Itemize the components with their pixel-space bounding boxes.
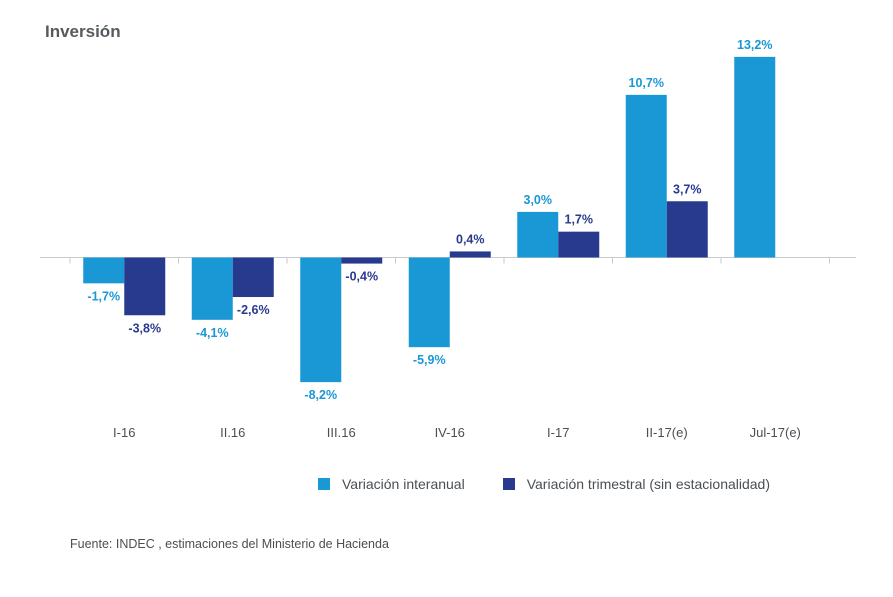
bar-interanual <box>517 211 559 258</box>
data-label: -3,8% <box>128 321 161 335</box>
bar-trimestral <box>558 231 600 258</box>
bar-interanual <box>191 257 233 320</box>
data-label: -4,1% <box>196 326 229 340</box>
source-note: Fuente: INDEC , estimaciones del Ministe… <box>70 537 389 551</box>
x-tick-label: I-16 <box>113 425 135 440</box>
data-label: -0,4% <box>345 270 378 284</box>
x-tick-label: Jul-17(e) <box>750 425 801 440</box>
legend-label-interanual: Variación interanual <box>342 476 465 492</box>
x-tick-label: I-17 <box>547 425 569 440</box>
data-label: -2,6% <box>237 303 270 317</box>
bar-trimestral <box>449 251 491 258</box>
legend-item-interanual: Variación interanual <box>318 476 465 492</box>
bar-interanual <box>734 56 776 258</box>
bar-interanual <box>408 257 450 348</box>
bar-trimestral <box>341 257 383 264</box>
x-tick-label: IV-16 <box>435 425 465 440</box>
data-label: 13,2% <box>737 38 772 52</box>
data-label: -8,2% <box>304 388 337 402</box>
bar-trimestral <box>666 201 708 258</box>
data-label: 1,7% <box>565 213 594 227</box>
legend-item-trimestral: Variación trimestral (sin estacionalidad… <box>502 476 771 492</box>
legend: Variación interanual Variación trimestra… <box>318 476 808 492</box>
bar-trimestral <box>232 257 274 298</box>
bar-trimestral <box>124 257 166 316</box>
x-tick-label: II-17(e) <box>646 425 688 440</box>
bar-interanual <box>83 257 125 284</box>
bar-interanual <box>625 94 667 258</box>
data-label: -5,9% <box>413 353 446 367</box>
bar-interanual <box>300 257 342 383</box>
data-label: 3,0% <box>524 193 553 207</box>
data-label: 0,4% <box>456 232 485 246</box>
data-label: 3,7% <box>673 182 702 196</box>
x-tick-label: II.16 <box>220 425 245 440</box>
data-label: -1,7% <box>87 289 120 303</box>
legend-swatch-trimestral <box>502 478 515 490</box>
chart-title: Inversión <box>45 22 121 41</box>
data-label: 10,7% <box>629 76 664 90</box>
legend-swatch-interanual <box>318 478 330 490</box>
legend-label-trimestral: Variación trimestral (sin estacionalidad… <box>526 476 771 492</box>
x-tick-label: III.16 <box>327 425 356 440</box>
